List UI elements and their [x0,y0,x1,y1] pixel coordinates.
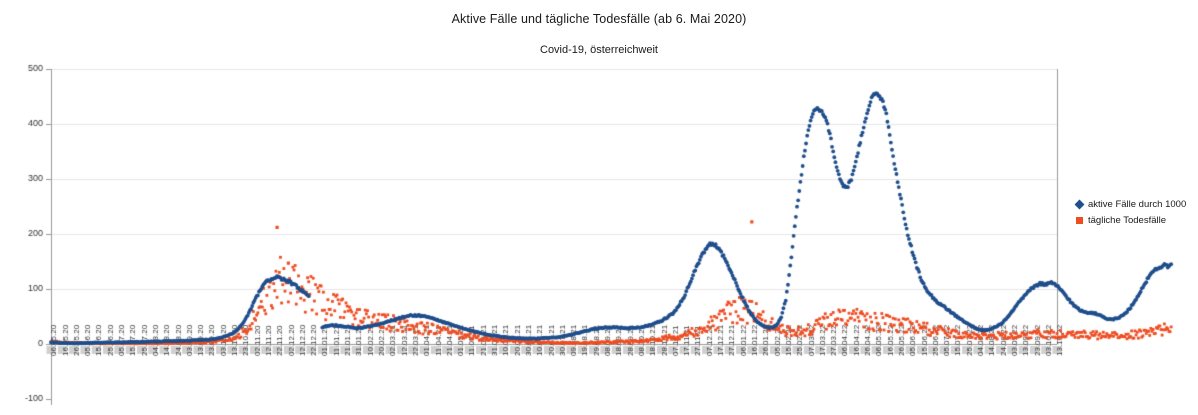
legend-marker-square-icon [1076,216,1083,224]
legend-item-taegliche-todesfaelle[interactable]: tägliche Todesfälle [1076,213,1198,227]
legend-label-aktive-faelle: aktive Fälle durch 1000 [1088,198,1187,210]
legend-marker-diamond-icon [1074,199,1085,209]
legend-label-taegliche-todesfaelle: tägliche Todesfälle [1088,214,1166,226]
chart-legend: aktive Fälle durch 1000 tägliche Todesfä… [1074,197,1198,229]
legend-item-aktive-faelle[interactable]: aktive Fälle durch 1000 [1074,197,1198,211]
